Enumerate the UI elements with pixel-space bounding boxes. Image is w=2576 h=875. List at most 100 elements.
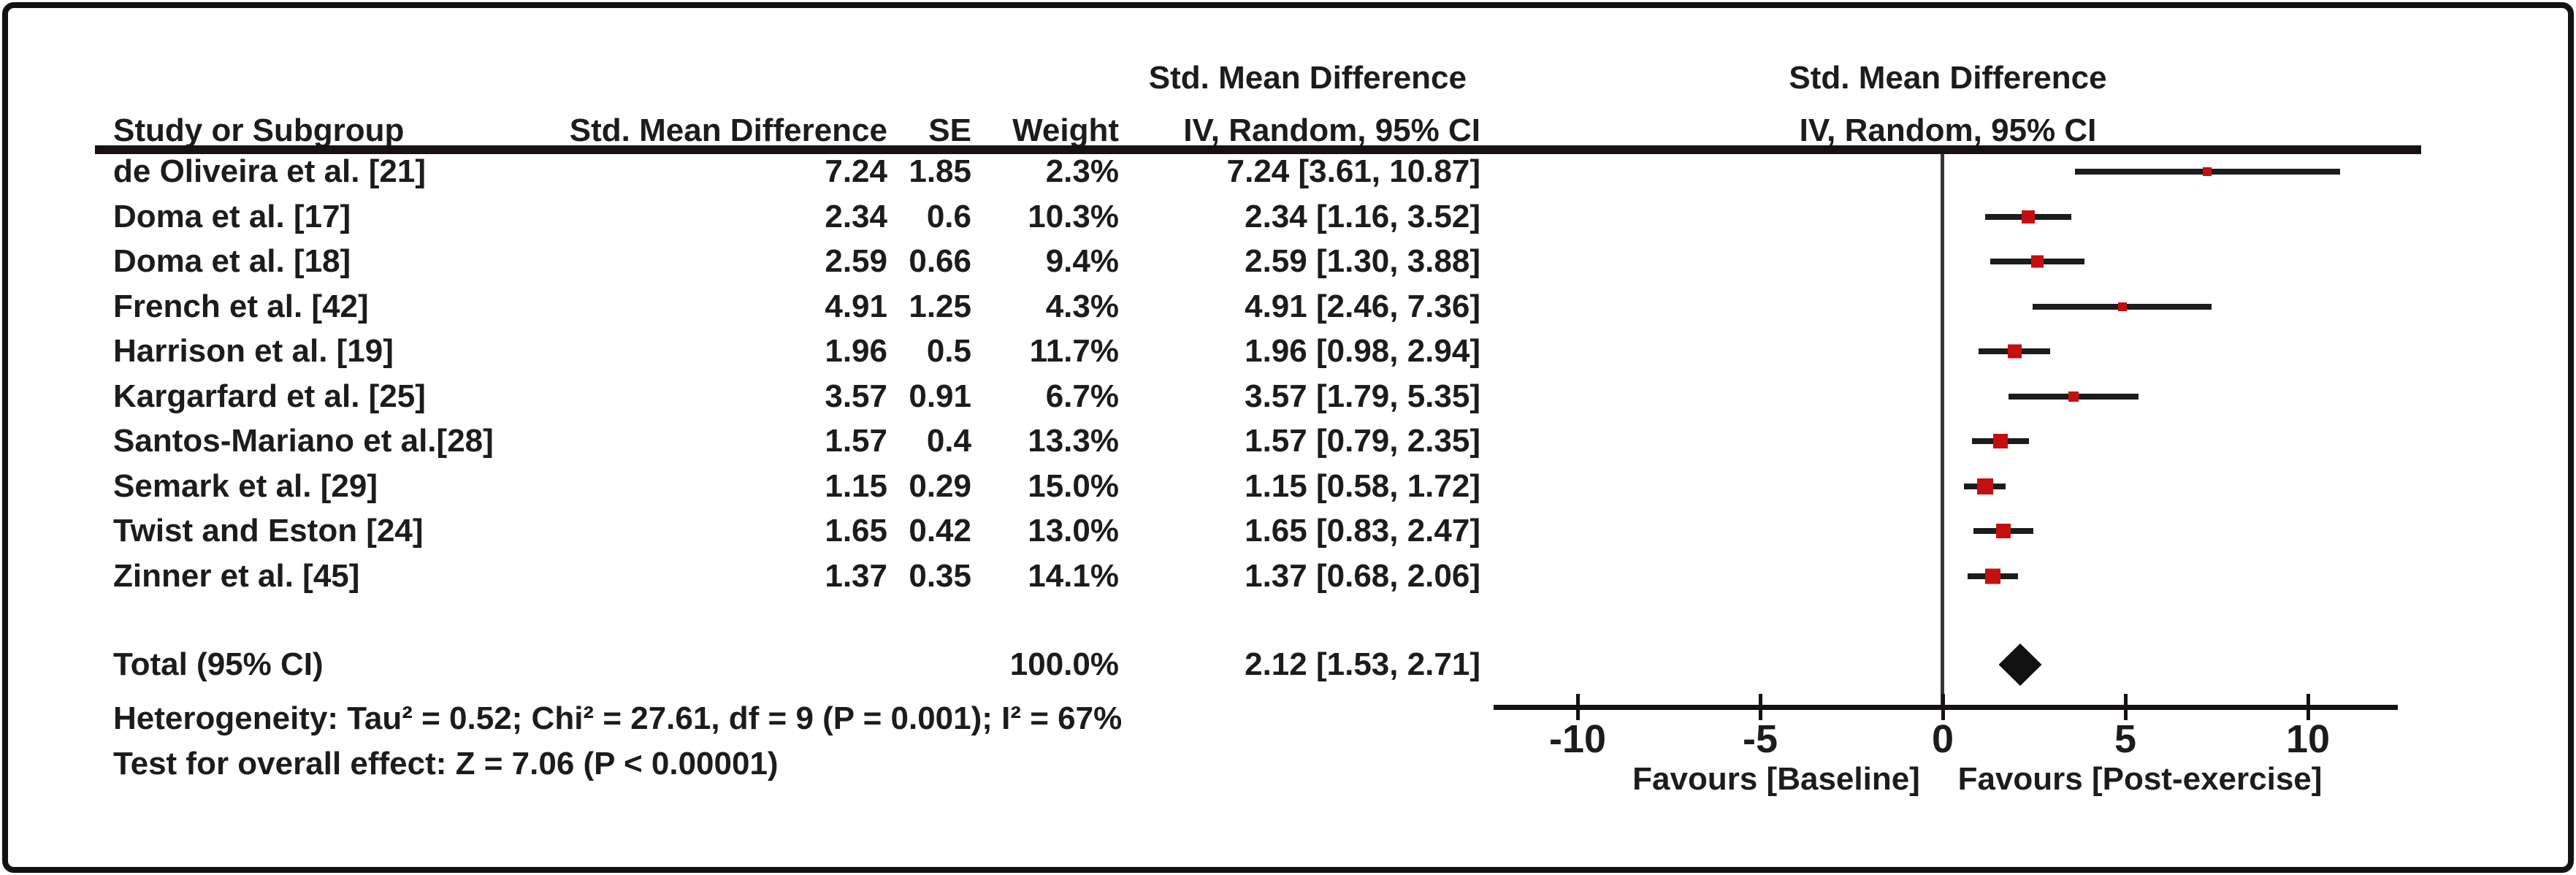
effect-marker [1995, 524, 2011, 538]
weight-value: 11.7% [1029, 333, 1119, 369]
axis-tick [2123, 694, 2128, 720]
zero-reference-line [1941, 154, 1944, 709]
smd-value: 2.34 [825, 198, 887, 234]
total-ci-value: 2.12 [1.53, 2.71] [1245, 646, 1480, 682]
smd-value: 1.15 [825, 467, 887, 504]
effect-marker [2022, 210, 2035, 223]
weight-value: 4.3% [1045, 288, 1119, 324]
column-header-weight: Weight [1012, 112, 1119, 148]
study-name: Zinner et al. [45] [113, 557, 360, 594]
smd-value: 1.96 [825, 333, 887, 369]
weight-value: 13.3% [1028, 423, 1119, 459]
se-value: 0.66 [909, 243, 971, 279]
weight-value: 13.0% [1028, 513, 1119, 549]
total-row: Total (95% CI) 100.0% 2.12 [1.53, 2.71] [0, 642, 2576, 687]
effect-marker [2117, 302, 2127, 311]
se-value: 0.42 [909, 513, 971, 549]
table-row: Doma et al. [18] 2.59 0.66 9.4% 2.59 [1.… [0, 239, 2576, 284]
ci-value: 1.65 [0.83, 2.47] [1245, 513, 1480, 549]
study-name: Kargarfard et al. [25] [113, 378, 426, 414]
ci-value: 1.15 [0.58, 1.72] [1245, 467, 1480, 504]
ci-value: 2.34 [1.16, 3.52] [1245, 198, 1480, 234]
se-value: 1.25 [909, 288, 971, 324]
study-name: Doma et al. [17] [113, 198, 351, 234]
weight-value: 14.1% [1028, 557, 1119, 594]
se-value: 1.85 [909, 153, 971, 189]
se-value: 0.91 [909, 378, 971, 414]
effect-marker [2007, 344, 2022, 359]
ci-value: 1.57 [0.79, 2.35] [1245, 423, 1480, 459]
effect-marker [1985, 568, 2000, 584]
se-value: 0.4 [926, 423, 971, 459]
study-name: French et al. [42] [113, 288, 369, 324]
se-value: 0.29 [909, 467, 971, 504]
se-value: 0.5 [926, 333, 971, 369]
study-name: Santos-Mariano et al.[28] [113, 423, 494, 459]
smd-value: 1.37 [825, 557, 887, 594]
header-rule [95, 145, 2421, 154]
column-header-effect-measure: Std. Mean Difference [1148, 60, 1467, 96]
smd-value: 1.57 [825, 423, 887, 459]
table-row: Kargarfard et al. [25] 3.57 0.91 6.7% 3.… [0, 374, 2576, 419]
table-row: French et al. [42] 4.91 1.25 4.3% 4.91 [… [0, 284, 2576, 329]
axis-tick [1758, 694, 1762, 720]
ci-value: 3.57 [1.79, 5.35] [1245, 378, 1480, 414]
table-row: Semark et al. [29] 1.15 0.29 15.0% 1.15 … [0, 464, 2576, 509]
effect-marker [2031, 255, 2044, 268]
effect-marker [1976, 478, 1993, 494]
axis-tick-label: 0 [1931, 717, 1954, 761]
table-row: Harrison et al. [19] 1.96 0.5 11.7% 1.96… [0, 329, 2576, 374]
axis-tick-label: 5 [2114, 717, 2137, 761]
total-label: Total (95% CI) [113, 646, 324, 682]
weight-value: 10.3% [1028, 198, 1119, 234]
overall-effect-text: Test for overall effect: Z = 7.06 (P < 0… [113, 746, 779, 782]
ci-value: 2.59 [1.30, 3.88] [1245, 243, 1480, 279]
total-weight: 100.0% [1009, 646, 1119, 682]
column-header-smd: Std. Mean Difference [569, 112, 887, 148]
smd-value: 2.59 [825, 243, 887, 279]
se-value: 0.35 [909, 557, 971, 594]
heterogeneity-text: Heterogeneity: Tau² = 0.52; Chi² = 27.61… [113, 700, 1123, 736]
smd-value: 1.65 [825, 513, 887, 549]
axis-tick [1575, 694, 1580, 720]
plot-header-effect-measure: Std. Mean Difference [1789, 60, 2107, 96]
axis-tick [2306, 694, 2310, 720]
favours-right-label: Favours [Post-exercise] [1957, 761, 2323, 797]
ci-value: 1.37 [0.68, 2.06] [1245, 557, 1480, 594]
ci-value: 4.91 [2.46, 7.36] [1245, 288, 1480, 324]
table-row: Doma et al. [17] 2.34 0.6 10.3% 2.34 [1.… [0, 194, 2576, 240]
se-value: 0.6 [926, 198, 971, 234]
plot-header-method-ci: IV, Random, 95% CI [1799, 112, 2097, 148]
table-row: de Oliveira et al. [21] 7.24 1.85 2.3% 7… [0, 149, 2576, 194]
column-header-method-ci: IV, Random, 95% CI [1183, 112, 1480, 148]
effect-marker [2068, 391, 2079, 402]
table-row: Zinner et al. [45] 1.37 0.35 14.1% 1.37 … [0, 554, 2576, 599]
smd-value: 4.91 [825, 288, 887, 324]
weight-value: 6.7% [1045, 378, 1119, 414]
axis-tick-label: -10 [1548, 717, 1607, 761]
column-header-se: SE [928, 112, 971, 148]
axis-tick [1941, 694, 1945, 720]
weight-value: 2.3% [1045, 153, 1119, 189]
axis-tick-label: -5 [1742, 717, 1778, 761]
study-name: Twist and Eston [24] [113, 513, 424, 549]
smd-value: 3.57 [825, 378, 887, 414]
favours-left-label: Favours [Baseline] [1632, 761, 1920, 797]
weight-value: 9.4% [1045, 243, 1119, 279]
smd-value: 7.24 [825, 153, 887, 189]
axis-tick-label: 10 [2285, 717, 2331, 761]
table-row: Twist and Eston [24] 1.65 0.42 13.0% 1.6… [0, 508, 2576, 554]
study-name: Doma et al. [18] [113, 243, 351, 279]
study-name: Harrison et al. [19] [113, 333, 394, 369]
effect-marker [2203, 167, 2212, 176]
table-row: Santos-Mariano et al.[28] 1.57 0.4 13.3%… [0, 419, 2576, 464]
study-name: Semark et al. [29] [113, 467, 378, 504]
ci-value: 1.96 [0.98, 2.94] [1245, 333, 1480, 369]
effect-marker [1992, 434, 2008, 448]
weight-value: 15.0% [1028, 467, 1119, 504]
study-name: de Oliveira et al. [21] [113, 153, 426, 189]
column-header-study: Study or Subgroup [113, 112, 405, 148]
ci-value: 7.24 [3.61, 10.87] [1226, 153, 1480, 189]
